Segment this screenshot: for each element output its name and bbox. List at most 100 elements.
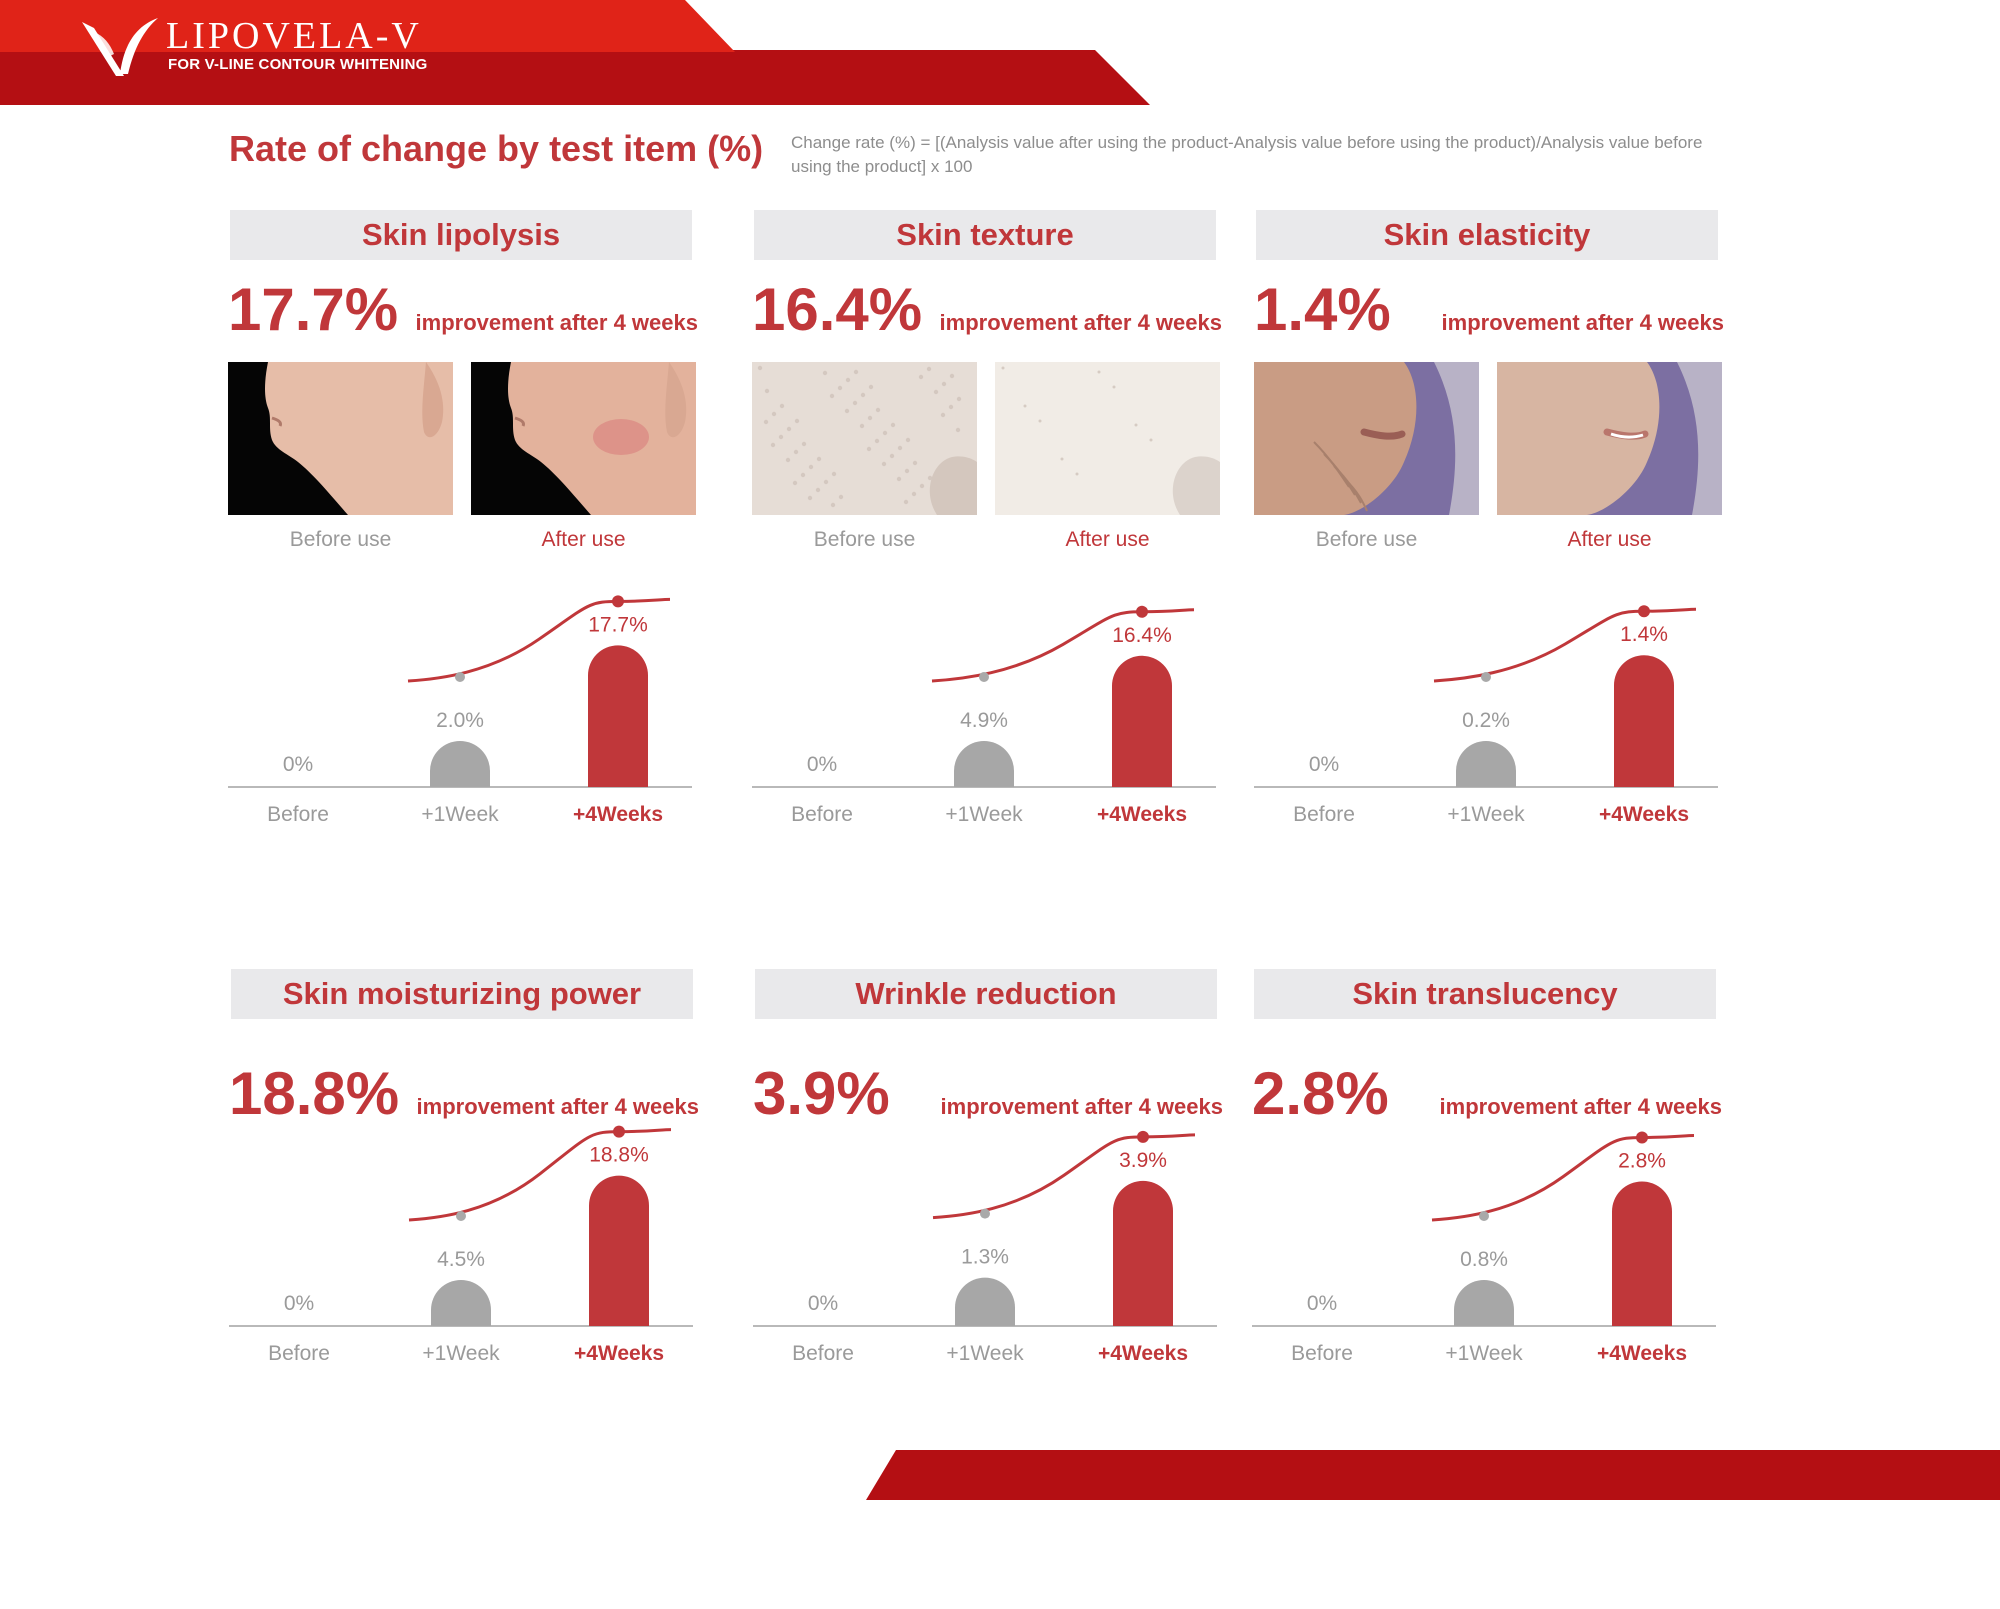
data-label: 0% <box>1309 753 1339 776</box>
bar-4weeks <box>589 1175 649 1326</box>
footer-band <box>866 1450 2000 1500</box>
trend-point <box>612 595 624 608</box>
data-label: 4.9% <box>960 709 1008 732</box>
headline-value: 17.7% <box>228 276 399 343</box>
trend-point <box>979 672 989 682</box>
data-label: 0.2% <box>1462 709 1510 732</box>
bar-chart: 0% 2.0% 17.7% Before +1Week +4Weeks <box>228 595 692 826</box>
after-photo <box>471 362 696 515</box>
trend-point <box>1636 1131 1648 1144</box>
data-label: 16.4% <box>1112 624 1172 647</box>
headline-value: 18.8% <box>229 1060 400 1127</box>
tick-label: +4Weeks <box>1599 803 1689 826</box>
panel-title: Skin elasticity <box>1256 210 1718 260</box>
bar-chart: 0% 0.2% 1.4% Before +1Week +4Weeks <box>1254 605 1718 826</box>
tick-label: +1Week <box>1447 803 1525 826</box>
data-label: 17.7% <box>588 613 648 636</box>
bar-4weeks <box>1113 1180 1173 1326</box>
chart-area: 0% 1.3% 3.9% Before +1Week +4Weeks <box>753 1106 1223 1386</box>
bar-4weeks <box>1614 655 1674 787</box>
page-title: Rate of change by test item (%) <box>229 128 764 169</box>
panel-title: Skin texture <box>754 210 1216 260</box>
data-label: 2.8% <box>1618 1149 1666 1172</box>
data-label: 3.9% <box>1119 1149 1167 1172</box>
tick-label: Before <box>268 1342 330 1365</box>
brand-name: LIPOVELA-V <box>166 15 422 57</box>
after-caption: After use <box>1567 528 1652 551</box>
panel-title: Wrinkle reduction <box>755 969 1217 1019</box>
headline-text: improvement after 4 weeks <box>1439 1094 1722 1119</box>
panel-skin-lipolysis: Skin lipolysis 17.7% improvement after 4 w… <box>228 210 698 850</box>
headline-value: 3.9% <box>753 1060 890 1127</box>
tick-label: Before <box>791 803 853 826</box>
headline-value: 2.8% <box>1252 1060 1389 1127</box>
tick-label: Before <box>1291 1342 1353 1365</box>
data-label: 0% <box>1307 1292 1337 1315</box>
data-label: 18.8% <box>589 1144 649 1167</box>
headline-text: improvement after 4 weeks <box>939 310 1222 335</box>
bar-chart: 0% 4.9% 16.4% Before +1Week +4Weeks <box>752 605 1216 826</box>
before-photo <box>228 362 453 515</box>
bar-1week <box>431 1280 491 1326</box>
headline-text: improvement after 4 weeks <box>416 1094 699 1119</box>
bar-1week <box>430 741 490 787</box>
tick-label: Before <box>792 1342 854 1365</box>
header-band-dark <box>0 50 1150 105</box>
bar-4weeks <box>588 645 648 787</box>
headline-text: improvement after 4 weeks <box>1441 310 1724 335</box>
trend-point <box>1481 672 1491 682</box>
before-photo <box>1254 362 1479 515</box>
tick-label: Before <box>267 803 329 826</box>
before-caption: Before use <box>1315 528 1418 551</box>
bar-chart: 0% 1.3% 3.9% Before +1Week +4Weeks <box>753 1130 1217 1365</box>
after-caption: After use <box>541 528 626 551</box>
trend-point <box>1136 605 1148 618</box>
bar-1week <box>1454 1280 1514 1326</box>
tick-label: +4Weeks <box>1097 803 1187 826</box>
headline-text: improvement after 4 weeks <box>940 1094 1223 1119</box>
bar-1week <box>955 1277 1015 1326</box>
data-label: 0% <box>283 753 313 776</box>
data-label: 1.4% <box>1620 623 1668 646</box>
panel-skin-elasticity: Skin elasticity 1.4% improvement after 4 w… <box>1254 210 1724 850</box>
chart-area: 0% 2.0% 17.7% Before +1Week +4Weeks <box>228 567 698 847</box>
chart-area: 0% 4.9% 16.4% Before +1Week +4Weeks <box>752 567 1222 847</box>
trend-point <box>1137 1130 1149 1143</box>
bar-1week <box>954 741 1014 787</box>
wing-v-icon <box>82 18 158 76</box>
data-label: 4.5% <box>437 1248 485 1271</box>
data-label: 0% <box>807 753 837 776</box>
before-photo <box>752 362 977 515</box>
panel-title: Skin moisturizing power <box>231 969 693 1019</box>
bar-1week <box>1456 741 1516 787</box>
panel-title: Skin translucency <box>1254 969 1716 1019</box>
tick-label: +1Week <box>422 1342 500 1365</box>
trend-line <box>408 1128 672 1222</box>
tick-label: +1Week <box>945 803 1023 826</box>
brand-tagline: FOR V-LINE CONTOUR WHITENING <box>168 56 428 73</box>
data-label: 2.0% <box>436 709 484 732</box>
bar-4weeks <box>1612 1181 1672 1326</box>
panel-skin-moisturizing-power: Skin moisturizing power 18.8% improvement … <box>229 969 699 1609</box>
header-band-bright <box>0 0 735 52</box>
panel-skin-translucency: Skin translucency 2.8% improvement after 4… <box>1252 969 1722 1609</box>
data-label: 0.8% <box>1460 1248 1508 1271</box>
tick-label: +4Weeks <box>1098 1342 1188 1365</box>
formula-note: Change rate (%) = [(Analysis value after… <box>791 133 1703 176</box>
bar-chart: 0% 0.8% 2.8% Before +1Week +4Weeks <box>1252 1131 1716 1365</box>
before-caption: Before use <box>289 528 392 551</box>
data-label: 0% <box>284 1292 314 1315</box>
panel-title: Skin lipolysis <box>230 210 692 260</box>
tick-label: +1Week <box>421 803 499 826</box>
headline-value: 16.4% <box>752 276 923 343</box>
headline-text: improvement after 4 weeks <box>415 310 698 335</box>
panel-wrinkle-reduction: Wrinkle reduction 3.9% improvement after 4… <box>753 969 1223 1609</box>
before-caption: Before use <box>813 528 916 551</box>
after-caption: After use <box>1065 528 1150 551</box>
after-photo <box>1497 362 1722 515</box>
bar-4weeks <box>1112 655 1172 787</box>
trend-point <box>1638 605 1650 618</box>
trend-point <box>1479 1211 1489 1221</box>
tick-label: +4Weeks <box>573 803 663 826</box>
tick-label: +4Weeks <box>574 1342 664 1365</box>
